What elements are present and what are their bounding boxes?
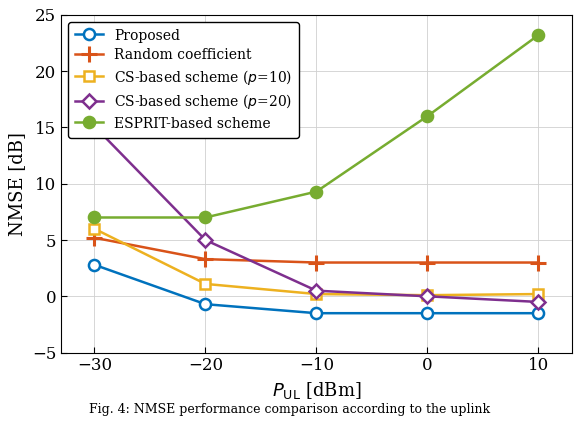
ESPRIT-based scheme	[313, 189, 320, 194]
ESPRIT-based scheme	[535, 33, 542, 38]
CS-based scheme ($p$=10)	[424, 292, 431, 298]
CS-based scheme ($p$=20)	[535, 299, 542, 304]
Proposed	[313, 310, 320, 316]
CS-based scheme ($p$=10)	[202, 281, 209, 286]
Y-axis label: NMSE [dB]: NMSE [dB]	[8, 132, 26, 236]
Proposed	[535, 310, 542, 316]
Line: ESPRIT-based scheme: ESPRIT-based scheme	[89, 30, 544, 223]
Random coefficient	[313, 260, 320, 265]
Text: Fig. 4: NMSE performance comparison according to the uplink: Fig. 4: NMSE performance comparison acco…	[89, 403, 491, 416]
CS-based scheme ($p$=10)	[313, 292, 320, 297]
Line: CS-based scheme ($p$=20): CS-based scheme ($p$=20)	[89, 121, 543, 307]
Proposed	[91, 262, 98, 267]
ESPRIT-based scheme	[424, 114, 431, 119]
Random coefficient	[424, 260, 431, 265]
ESPRIT-based scheme	[91, 215, 98, 220]
ESPRIT-based scheme	[202, 215, 209, 220]
Proposed	[424, 310, 431, 316]
X-axis label: $P_{\mathrm{UL}}$ [dBm]: $P_{\mathrm{UL}}$ [dBm]	[271, 380, 361, 401]
Line: Random coefficient: Random coefficient	[87, 230, 546, 270]
CS-based scheme ($p$=20)	[313, 288, 320, 293]
CS-based scheme ($p$=20)	[424, 294, 431, 299]
Line: CS-based scheme ($p$=10): CS-based scheme ($p$=10)	[89, 224, 543, 300]
Proposed	[202, 301, 209, 307]
CS-based scheme ($p$=10)	[91, 226, 98, 231]
Random coefficient	[202, 257, 209, 262]
CS-based scheme ($p$=20)	[202, 237, 209, 243]
Line: Proposed: Proposed	[89, 259, 544, 319]
Random coefficient	[535, 260, 542, 265]
Random coefficient	[91, 235, 98, 240]
CS-based scheme ($p$=20)	[91, 124, 98, 129]
Legend: Proposed, Random coefficient, CS-based scheme ($p$=10), CS-based scheme ($p$=20): Proposed, Random coefficient, CS-based s…	[68, 22, 299, 138]
CS-based scheme ($p$=10)	[535, 292, 542, 297]
